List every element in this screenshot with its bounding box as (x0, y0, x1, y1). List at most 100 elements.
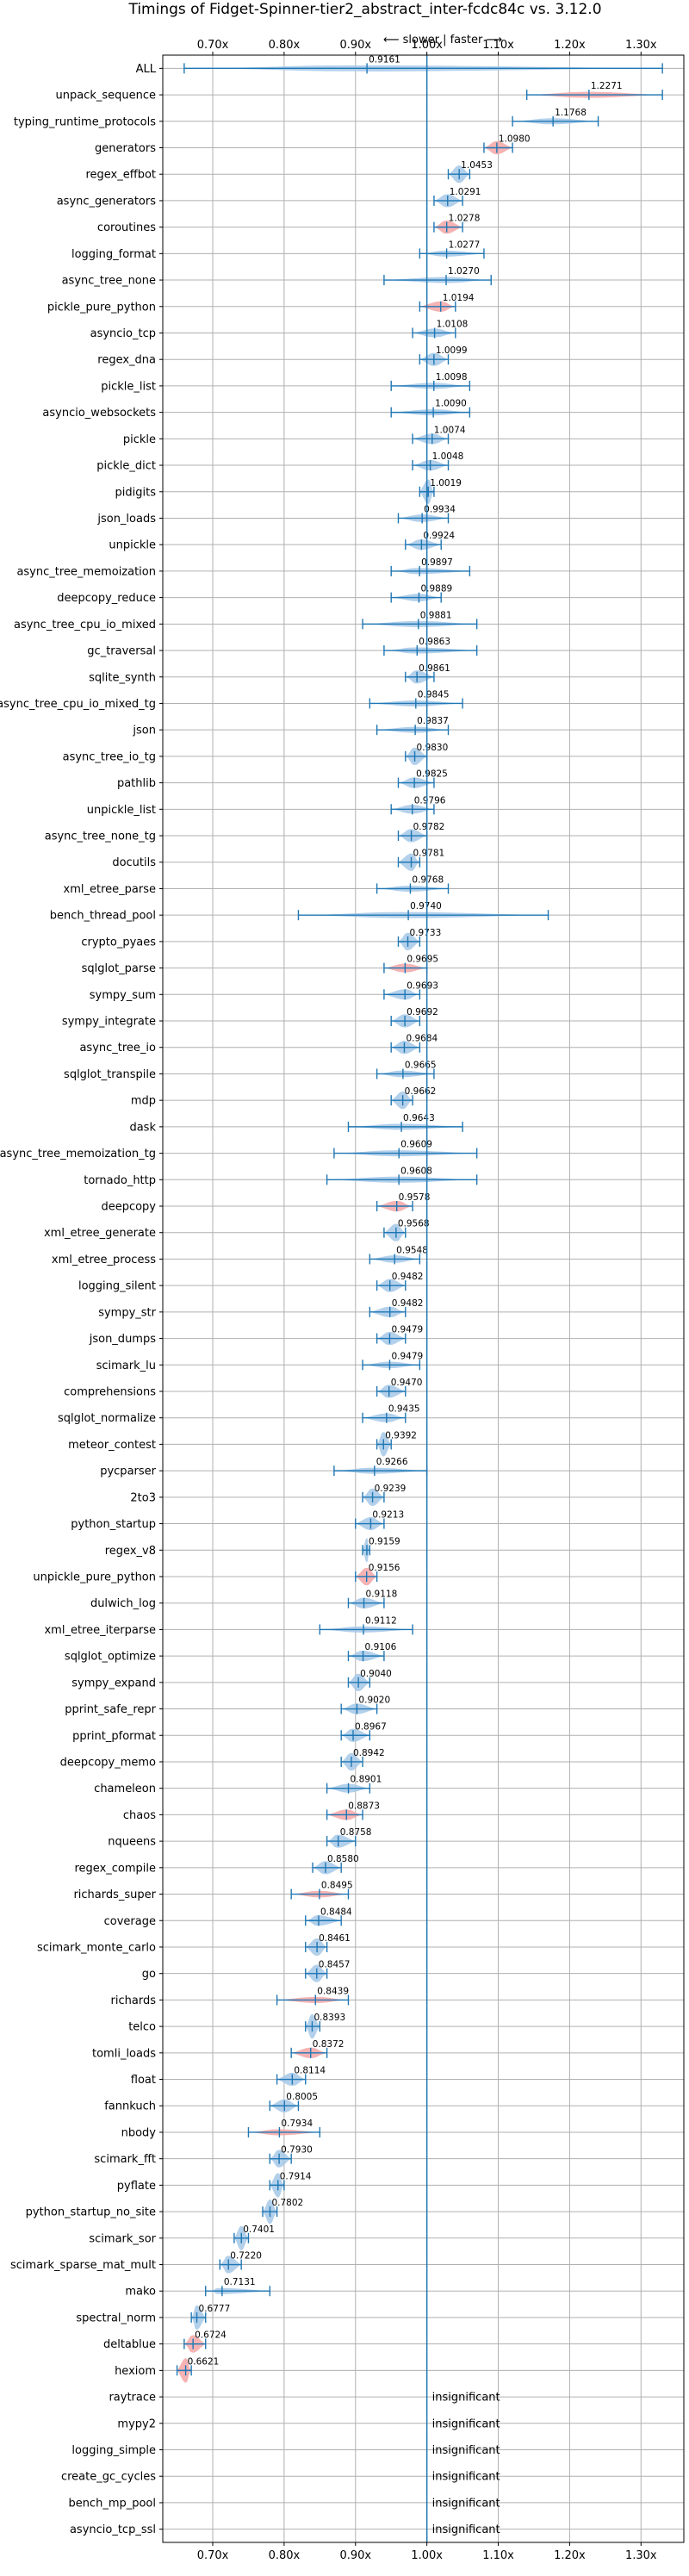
median-value-label: 0.9897 (421, 557, 453, 568)
median-value-label: 0.9837 (417, 716, 449, 726)
benchmark-label: json_loads (96, 513, 156, 526)
median-value-label: 1.0098 (436, 372, 468, 383)
median-value-label: 0.9479 (391, 1351, 423, 1361)
median-value-label: 0.9881 (420, 610, 452, 620)
median-value-label: 0.9768 (412, 874, 444, 885)
median-value-label: 0.9861 (419, 663, 450, 674)
axis-layer: 0.70x 0.70x 0.80x 0.80x 0.90x 0.90x 1.00x 1.00x… (0, 39, 657, 2562)
median-value-label: 1.0270 (448, 266, 480, 277)
benchmark-label: unpickle (109, 539, 156, 552)
median-value-label: 0.9156 (369, 1563, 400, 1573)
median-value-label: 1.0019 (430, 478, 462, 488)
benchmark-label: go (142, 1968, 156, 1981)
median-value-label: 1.0194 (443, 293, 475, 303)
median-value-label: 0.9796 (414, 795, 446, 806)
benchmark-label: logging_silent (78, 1280, 156, 1293)
benchmark-label: sympy_sum (90, 989, 156, 1002)
median-value-label: 0.9863 (419, 637, 450, 647)
benchmark-label: sqlite_synth (89, 671, 156, 684)
x-tick-label-top: 0.70x (197, 39, 229, 52)
insignificant-label: insignificant (432, 2392, 500, 2405)
benchmark-label: scimark_sparse_mat_mult (10, 2259, 156, 2272)
benchmark-label: fannkuch (104, 2100, 156, 2113)
benchmark-label: async_tree_none (62, 275, 156, 288)
median-value-label: 0.8967 (355, 1721, 387, 1732)
benchmark-label: sqlglot_parse (82, 962, 156, 975)
benchmark-label: gc_traversal (87, 645, 156, 658)
benchmark-label: regex_dna (97, 354, 156, 367)
median-value-label: 0.7930 (281, 2145, 313, 2156)
benchmark-label: chaos (123, 1809, 156, 1822)
median-value-label: 0.8495 (321, 1881, 353, 1891)
chart-title: Timings of Fidget-Spinner-tier2_abstract… (127, 1, 601, 18)
benchmark-label: json (132, 725, 156, 737)
benchmark-label: python_startup (71, 1518, 156, 1531)
median-value-label: 0.9684 (406, 1034, 438, 1044)
grid-layer (163, 55, 684, 2542)
x-tick-label-bottom: 0.90x (339, 2549, 371, 2562)
median-value-label: 0.7401 (243, 2224, 275, 2235)
benchmark-label: tornado_http (84, 1174, 156, 1187)
benchmark-label: spectral_norm (76, 2312, 156, 2324)
benchmark-label: deepcopy (101, 1201, 156, 1214)
marks-layer: 0.9161 1.2271 1.1768 1.0980 1.0453 1.0291 1.02… (176, 54, 663, 2542)
median-value-label: 0.9578 (399, 1192, 431, 1203)
median-value-label: 0.8758 (340, 1827, 372, 1838)
median-value-label: 0.9665 (405, 1060, 437, 1070)
benchmark-label: pickle_list (101, 380, 156, 393)
benchmark-label: dulwich_log (90, 1597, 156, 1610)
median-value-label: 0.9482 (392, 1298, 424, 1309)
benchmark-label: richards (111, 1994, 157, 2007)
insignificant-label: insignificant (432, 2523, 500, 2536)
median-value-label: 0.9733 (410, 928, 442, 938)
benchmark-label: comprehensions (64, 1385, 156, 1398)
median-value-label: 0.9470 (391, 1378, 423, 1388)
benchmark-label: async_tree_cpu_io_mixed (14, 619, 156, 632)
benchmark-label: regex_compile (74, 1862, 156, 1875)
median-value-label: 1.0090 (435, 399, 467, 409)
median-value-label: 0.8439 (317, 1986, 349, 1996)
x-tick-label-bottom: 0.70x (197, 2549, 229, 2562)
benchmark-label: richards_super (73, 1888, 156, 1901)
median-value-label: 0.9568 (398, 1219, 430, 1229)
median-value-label: 0.7914 (280, 2171, 312, 2181)
median-value-label: 1.1768 (555, 108, 587, 118)
benchmark-label: unpack_sequence (55, 90, 156, 103)
x-tick-label-top: 1.20x (554, 39, 586, 52)
median-value-label: 0.8580 (327, 1854, 359, 1864)
median-value-label: 0.9266 (376, 1457, 408, 1467)
chart-subtitle: ⟵ slower | faster ⟶ (383, 34, 502, 47)
median-value-label: 1.0980 (499, 134, 531, 144)
median-value-label: 0.9161 (369, 54, 400, 65)
benchmark-label: asyncio_tcp_ssl (70, 2523, 156, 2536)
median-value-label: 0.9112 (365, 1615, 397, 1626)
benchmark-label: async_tree_io_tg (63, 750, 156, 763)
median-value-label: 0.8873 (348, 1801, 380, 1811)
benchmark-label: asyncio_tcp (90, 327, 156, 340)
median-value-label: 0.9845 (418, 689, 450, 700)
insignificant-label: insignificant (432, 2417, 500, 2430)
benchmark-label: bench_thread_pool (50, 910, 156, 923)
median-value-label: 1.0453 (461, 160, 493, 171)
median-value-label: 0.8901 (351, 1775, 382, 1785)
x-tick-label-bottom: 1.30x (625, 2549, 657, 2562)
median-value-label: 0.9643 (403, 1113, 435, 1123)
insignificant-label: insignificant (432, 2471, 500, 2484)
benchmark-label: scimark_lu (96, 1360, 156, 1372)
x-tick-label-bottom: 1.10x (482, 2549, 514, 2562)
median-value-label: 0.9548 (396, 1245, 428, 1255)
benchmark-label: sympy_integrate (62, 1016, 156, 1029)
median-value-label: 0.8393 (313, 2013, 345, 2023)
benchmark-label: logging_format (71, 248, 156, 261)
x-tick-label-top: 1.30x (625, 39, 657, 52)
median-value-label: 0.9934 (424, 504, 456, 514)
insignificant-label: insignificant (432, 2444, 500, 2457)
benchmark-label: xml_etree_generate (44, 1227, 156, 1240)
benchmark-label: json_dumps (89, 1333, 156, 1346)
benchmark-label: pyflate (117, 2180, 156, 2193)
benchmark-label: deepcopy_reduce (57, 592, 156, 605)
benchmark-label: sqlglot_optimize (65, 1651, 156, 1664)
benchmark-label: telco (128, 2021, 156, 2034)
median-value-label: 0.8114 (294, 2066, 326, 2076)
median-value-label: 1.0108 (437, 319, 469, 329)
